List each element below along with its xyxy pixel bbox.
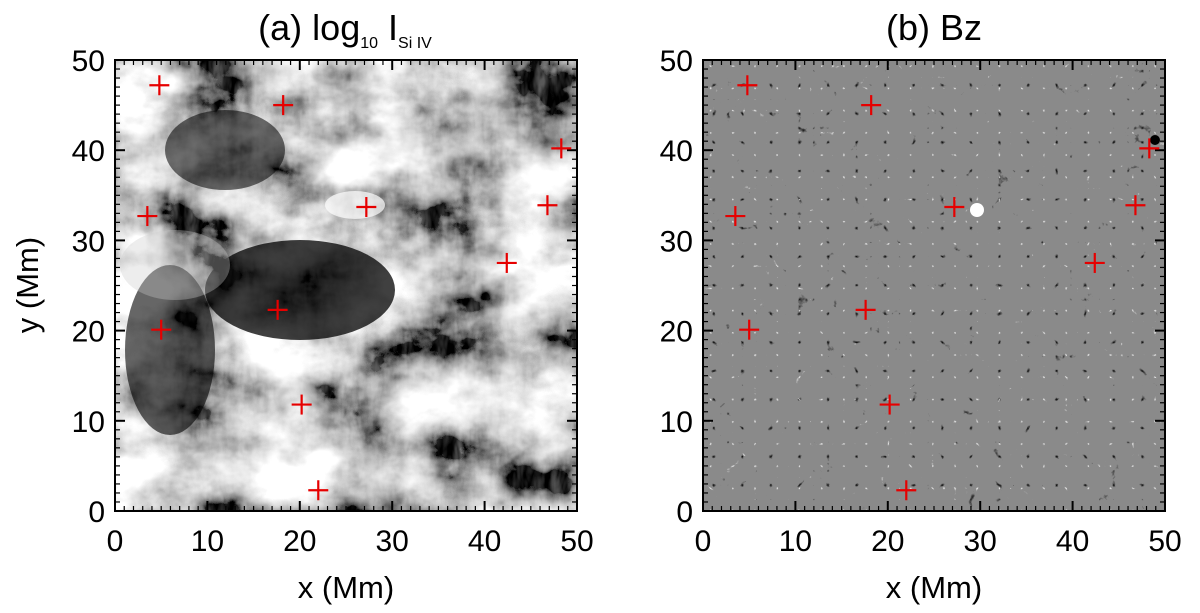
y-tick-label: 30 xyxy=(660,225,693,258)
plus-marker xyxy=(725,206,746,227)
plus-marker xyxy=(861,95,882,116)
x-tick-label: 40 xyxy=(1056,525,1089,558)
plus-marker xyxy=(267,299,288,320)
panel-b: 0 10 20 30 40 50 0 10 20 30 40 50 (b) Bz x (Mm) xyxy=(660,7,1182,605)
y-tick-label: 40 xyxy=(660,135,693,168)
axis-ticks xyxy=(114,59,578,512)
plus-marker xyxy=(496,252,517,273)
plus-marker xyxy=(273,95,294,116)
plus-marker xyxy=(1125,195,1146,216)
plus-marker xyxy=(291,394,312,415)
y-tick-label: 30 xyxy=(72,225,105,258)
x-tick-label: 50 xyxy=(560,525,593,558)
x-tick-label: 20 xyxy=(283,525,316,558)
plus-marker xyxy=(151,319,172,340)
bz-negative-patch xyxy=(1150,135,1160,145)
x-axis-label: x (Mm) xyxy=(886,570,982,605)
x-tick-label: 40 xyxy=(468,525,501,558)
x-tick-label: 0 xyxy=(695,525,712,558)
y-tick-label: 20 xyxy=(72,316,105,349)
event-markers xyxy=(725,75,1160,501)
bz-positive-flux xyxy=(703,60,1165,511)
y-tick-label: 0 xyxy=(88,496,105,529)
y-tick-label: 50 xyxy=(72,45,105,78)
y-tick-label: 10 xyxy=(660,406,693,439)
y-tick-label: 50 xyxy=(660,45,693,78)
plus-marker xyxy=(137,206,158,227)
x-tick-label: 30 xyxy=(964,525,997,558)
x-tick-label: 20 xyxy=(871,525,904,558)
plus-marker xyxy=(896,480,917,501)
x-tick-label: 10 xyxy=(779,525,812,558)
plus-marker xyxy=(308,480,329,501)
x-tick-label: 10 xyxy=(191,525,224,558)
y-tick-label: 40 xyxy=(72,135,105,168)
y-tick-label: 0 xyxy=(676,496,693,529)
y-tick-label: 10 xyxy=(72,406,105,439)
bz-magnetogram-image xyxy=(703,60,1165,511)
siiv-dark-patch xyxy=(165,110,285,190)
x-tick-label: 0 xyxy=(107,525,124,558)
plus-marker xyxy=(855,299,876,320)
siiv-dark-patch xyxy=(125,265,215,435)
plus-marker xyxy=(739,319,760,340)
event-markers xyxy=(137,75,572,501)
tick-labels: 0 10 20 30 40 50 0 10 20 30 40 50 xyxy=(72,45,594,558)
plus-marker xyxy=(356,197,377,218)
x-tick-label: 30 xyxy=(376,525,409,558)
y-tick-label: 20 xyxy=(660,316,693,349)
siiv-bright-patch xyxy=(120,230,230,300)
plus-marker xyxy=(944,197,965,218)
plus-marker xyxy=(1084,252,1105,273)
plus-marker xyxy=(537,195,558,216)
bz-positive-patch xyxy=(970,203,984,217)
y-axis-label: y (Mm) xyxy=(10,237,45,333)
axis-ticks xyxy=(702,59,1166,512)
tick-labels: 0 10 20 30 40 50 0 10 20 30 40 50 xyxy=(660,45,1182,558)
plus-marker xyxy=(879,394,900,415)
siiv-intensity-image xyxy=(115,60,577,511)
panel-title: (a) log10 ISi IV xyxy=(258,7,432,52)
siiv-bright-patch xyxy=(325,191,385,219)
panel-title: (b) Bz xyxy=(886,7,982,48)
plus-marker xyxy=(149,75,170,96)
x-tick-label: 50 xyxy=(1148,525,1181,558)
plus-marker xyxy=(551,138,572,159)
plus-marker xyxy=(1139,138,1160,159)
x-axis-label: x (Mm) xyxy=(298,570,394,605)
siiv-dark-patch xyxy=(205,240,395,340)
plus-marker xyxy=(737,75,758,96)
